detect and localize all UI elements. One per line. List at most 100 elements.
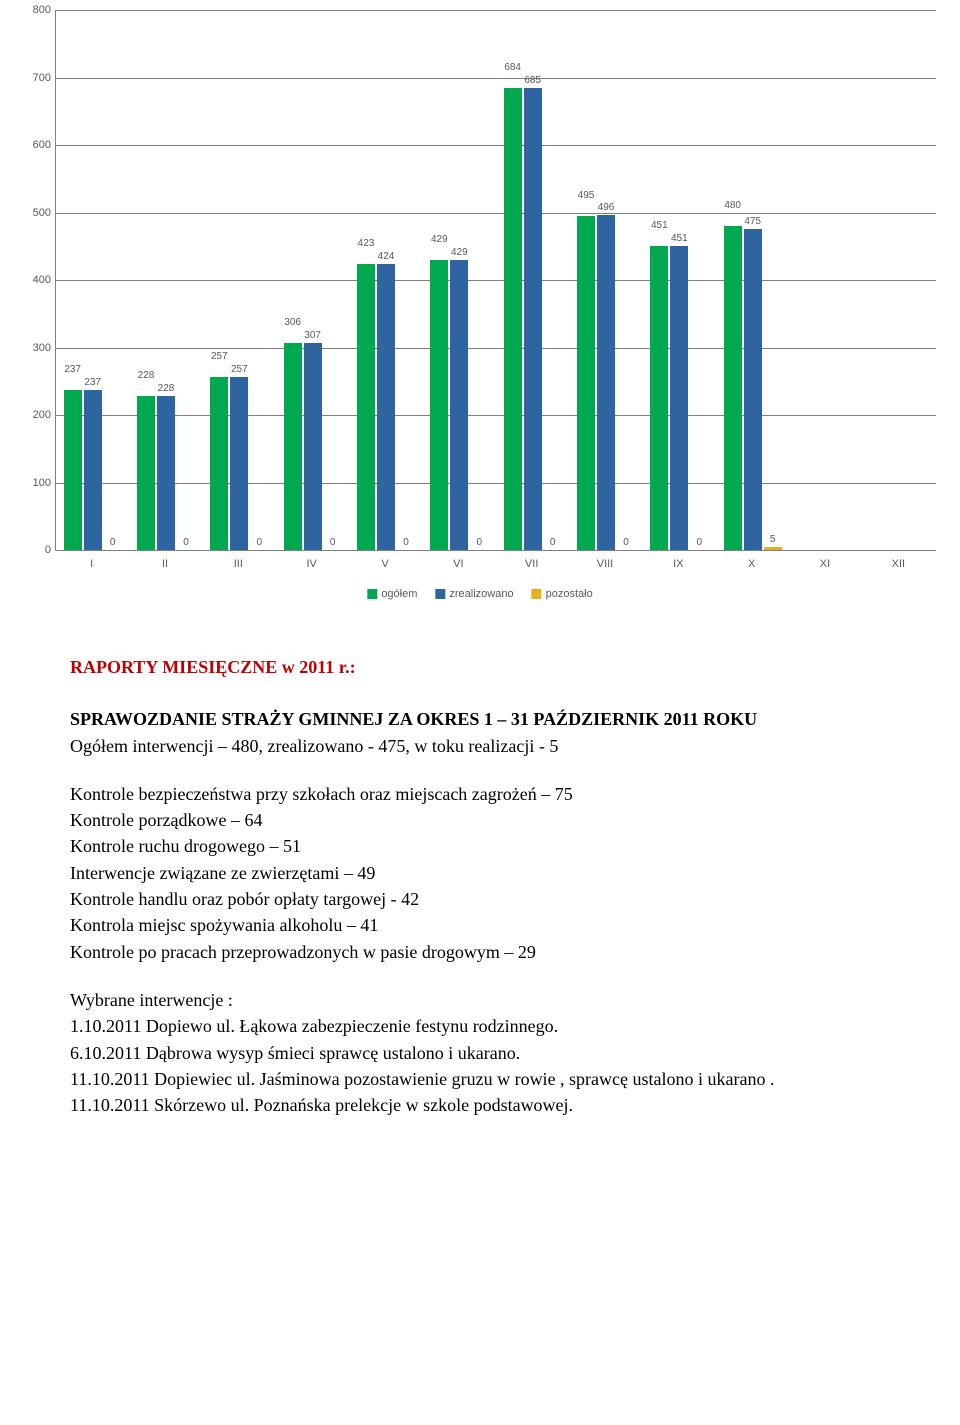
bar-value-label: 0 — [679, 537, 719, 548]
x-category-label: VIII — [575, 558, 635, 570]
legend-label: zrealizowano — [449, 588, 513, 600]
summary-line: Ogółem interwencji – 480, zrealizowano -… — [70, 734, 890, 758]
bar-value-label: 424 — [366, 251, 406, 262]
bar-value-label: 0 — [313, 537, 353, 548]
chart-plot-area: 0100200300400500600700800237237022822802… — [55, 10, 936, 551]
bar-value-label: 451 — [639, 220, 679, 231]
x-category-label: VI — [428, 558, 488, 570]
x-category-label: X — [722, 558, 782, 570]
x-category-label: IX — [648, 558, 708, 570]
bar-value-label: 423 — [346, 238, 386, 249]
bar-value-label: 257 — [219, 364, 259, 375]
legend-item: ogółem — [367, 588, 417, 600]
bar — [764, 547, 782, 550]
gridline — [56, 10, 936, 11]
gridline — [56, 415, 936, 416]
bar — [284, 343, 302, 550]
bar-value-label: 495 — [566, 190, 606, 201]
x-category-label: II — [135, 558, 195, 570]
list-item: Kontrole po pracach przeprowadzonych w p… — [70, 940, 890, 964]
bar — [744, 229, 762, 550]
bar-value-label: 0 — [93, 537, 133, 548]
bar-value-label: 475 — [733, 216, 773, 227]
bar — [577, 216, 595, 550]
bar-value-label: 257 — [199, 351, 239, 362]
bar-value-label: 451 — [659, 233, 699, 244]
gridline — [56, 280, 936, 281]
bar — [157, 396, 175, 550]
legend-swatch — [435, 589, 445, 599]
bar — [450, 260, 468, 550]
gridline — [56, 483, 936, 484]
bar-value-label: 684 — [493, 62, 533, 73]
bar-value-label: 685 — [513, 75, 553, 86]
y-tick-label: 100 — [21, 477, 51, 489]
bar — [210, 377, 228, 550]
y-tick-label: 700 — [21, 72, 51, 84]
chart-legend: ogółem zrealizowano pozostało — [367, 588, 592, 600]
list-item: 11.10.2011 Skórzewo ul. Poznańska prelek… — [70, 1093, 890, 1117]
bar — [304, 343, 322, 550]
bar-value-label: 0 — [606, 537, 646, 548]
bar — [524, 88, 542, 550]
bar — [724, 226, 742, 550]
gridline — [56, 145, 936, 146]
list-item: Kontrole bezpieczeństwa przy szkołach or… — [70, 782, 890, 806]
bar-value-label: 429 — [419, 234, 459, 245]
bar-value-label: 0 — [166, 537, 206, 548]
bar — [650, 246, 668, 550]
x-category-label: III — [208, 558, 268, 570]
bar-value-label: 0 — [459, 537, 499, 548]
heading-report-title-bold: SPRAWOZDANIE STRAŻY GMINNEJ ZA OKRES 1 –… — [70, 709, 757, 729]
bar-value-label: 228 — [146, 383, 186, 394]
bar-value-label: 237 — [73, 377, 113, 388]
y-tick-label: 500 — [21, 207, 51, 219]
document-body: RAPORTY MIESIĘCZNE w 2011 r.: SPRAWOZDAN… — [0, 605, 960, 1159]
bar — [430, 260, 448, 550]
legend-swatch — [367, 589, 377, 599]
bar — [64, 390, 82, 550]
legend-label: pozostało — [546, 588, 593, 600]
list-item: 1.10.2011 Dopiewo ul. Łąkowa zabezpiecze… — [70, 1014, 890, 1038]
bar-value-label: 228 — [126, 370, 166, 381]
gridline — [56, 213, 936, 214]
y-tick-label: 0 — [21, 544, 51, 556]
y-tick-label: 200 — [21, 409, 51, 421]
list-item: Kontrola miejsc spożywania alkoholu – 41 — [70, 913, 890, 937]
bar-value-label: 0 — [533, 537, 573, 548]
legend-item: zrealizowano — [435, 588, 513, 600]
bar — [504, 88, 522, 550]
legend-swatch — [532, 589, 542, 599]
interventions-list: 1.10.2011 Dopiewo ul. Łąkowa zabezpiecze… — [70, 1014, 890, 1117]
x-category-label: VII — [502, 558, 562, 570]
bar — [137, 396, 155, 550]
x-category-label: I — [62, 558, 122, 570]
list-item: Kontrole ruchu drogowego – 51 — [70, 834, 890, 858]
heading-report-title: SPRAWOZDANIE STRAŻY GMINNEJ ZA OKRES 1 –… — [70, 707, 890, 731]
list-item: Kontrole porządkowe – 64 — [70, 808, 890, 832]
bar — [377, 264, 395, 550]
bar-value-label: 0 — [386, 537, 426, 548]
section-interventions-title: Wybrane interwencje : — [70, 988, 890, 1012]
chart-container: 0100200300400500600700800237237022822802… — [15, 10, 945, 605]
x-category-label: XII — [868, 558, 928, 570]
bar — [84, 390, 102, 550]
list-item: 6.10.2011 Dąbrowa wysyp śmieci sprawcę u… — [70, 1041, 890, 1065]
gridline — [56, 78, 936, 79]
bar — [230, 377, 248, 550]
list-item: Kontrole handlu oraz pobór opłaty targow… — [70, 887, 890, 911]
bar — [597, 215, 615, 550]
bar-value-label: 429 — [439, 247, 479, 258]
bar-value-label: 307 — [293, 330, 333, 341]
bar-value-label: 0 — [239, 537, 279, 548]
bar — [670, 246, 688, 550]
list-item: Interwencje związane ze zwierzętami – 49 — [70, 861, 890, 885]
legend-item: pozostało — [532, 588, 593, 600]
x-category-label: IV — [282, 558, 342, 570]
x-category-label: V — [355, 558, 415, 570]
bar-value-label: 496 — [586, 202, 626, 213]
heading-reports: RAPORTY MIESIĘCZNE w 2011 r.: — [70, 655, 890, 679]
y-tick-label: 300 — [21, 342, 51, 354]
y-tick-label: 800 — [21, 4, 51, 16]
items-list: Kontrole bezpieczeństwa przy szkołach or… — [70, 782, 890, 964]
